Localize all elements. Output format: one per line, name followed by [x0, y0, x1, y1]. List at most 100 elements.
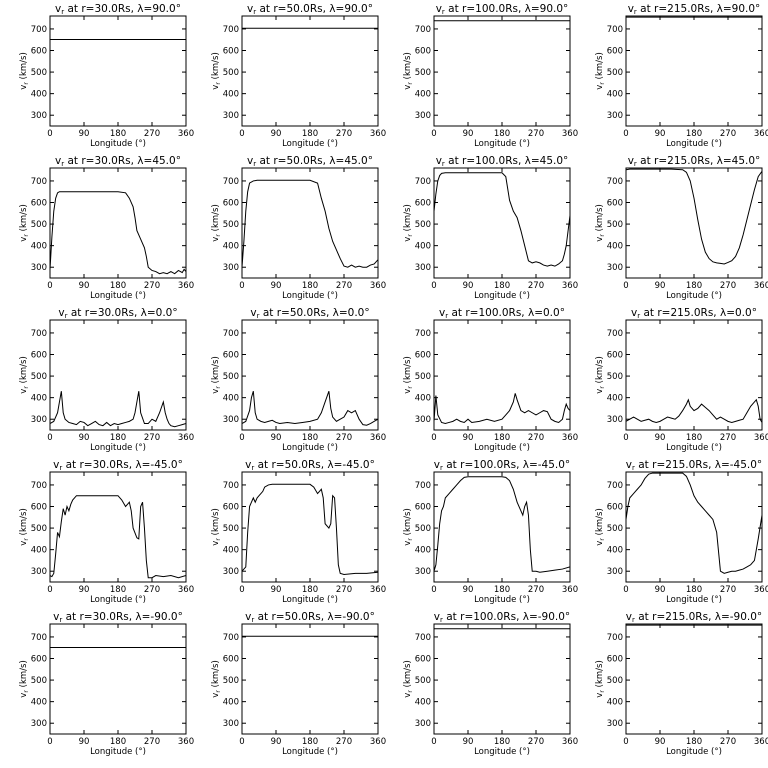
chart-panel-9: vr at r=50.0Rs, λ=0.0° 0 90 180 270 360 300 400…: [211, 307, 386, 453]
y-tick-label-18-2: 500: [415, 676, 431, 686]
x-tick-label-15-0: 0: [623, 585, 628, 595]
x-tick-label-14-4: 360: [562, 585, 578, 595]
series-line-7-0: [626, 168, 762, 265]
x-tick-label-13-1: 90: [271, 585, 282, 595]
x-axis-label-7: Longitude (°): [666, 291, 722, 301]
x-tick-label-14-3: 270: [528, 585, 544, 595]
x-tick-label-12-3: 270: [144, 585, 160, 595]
x-tick-label-10-2: 180: [494, 433, 510, 443]
y-axis-label-19: vr (km/s): [595, 660, 606, 698]
y-tick-label-17-4: 700: [223, 633, 239, 643]
chart-title-0: vr at r=30.0Rs, λ=90.0°: [55, 3, 181, 16]
x-tick-label-12-0: 0: [47, 585, 52, 595]
x-axis-label-14: Longitude (°): [474, 595, 530, 605]
x-tick-label-10-4: 360: [562, 433, 578, 443]
x-tick-label-7-3: 270: [720, 281, 736, 291]
x-tick-label-1-3: 270: [336, 129, 352, 139]
y-tick-label-19-2: 500: [607, 676, 623, 686]
y-tick-label-14-2: 500: [415, 524, 431, 534]
y-axis-label-7: vr (km/s): [595, 204, 606, 242]
x-tick-label-11-3: 270: [720, 433, 736, 443]
x-tick-label-9-4: 360: [370, 433, 386, 443]
x-tick-label-16-3: 270: [144, 737, 160, 747]
y-tick-label-6-2: 500: [415, 220, 431, 230]
y-tick-label-11-4: 700: [607, 329, 623, 339]
x-tick-label-5-0: 0: [239, 281, 244, 291]
x-axis-label-8: Longitude (°): [90, 443, 146, 453]
x-axis-label-12: Longitude (°): [90, 595, 146, 605]
y-axis-label-5: vr (km/s): [211, 204, 222, 242]
x-tick-label-19-3: 270: [720, 737, 736, 747]
y-tick-label-2-4: 700: [415, 25, 431, 35]
y-axis-label-2: vr (km/s): [403, 52, 414, 90]
y-tick-label-18-3: 600: [415, 655, 431, 665]
y-tick-label-7-2: 500: [607, 220, 623, 230]
y-tick-label-4-1: 400: [31, 242, 47, 252]
plot-frame-2: [433, 15, 571, 127]
y-tick-label-14-0: 300: [415, 567, 431, 577]
x-axis-label-3: Longitude (°): [666, 139, 722, 149]
x-tick-label-10-0: 0: [431, 433, 436, 443]
plot-frame-13: [241, 471, 379, 583]
chart-title-12: vr at r=30.0Rs, λ=-45.0°: [53, 459, 183, 472]
x-tick-label-0-3: 270: [144, 129, 160, 139]
x-tick-label-14-2: 180: [494, 585, 510, 595]
x-tick-label-12-1: 90: [79, 585, 90, 595]
y-tick-label-12-4: 700: [31, 481, 47, 491]
x-axis-label-10: Longitude (°): [474, 443, 530, 453]
plot-frame-1: [241, 15, 379, 127]
x-tick-label-12-2: 180: [110, 585, 126, 595]
y-tick-label-18-1: 400: [415, 698, 431, 708]
chart-title-17: vr at r=50.0Rs, λ=-90.0°: [245, 611, 375, 624]
x-tick-label-18-4: 360: [562, 737, 578, 747]
x-tick-label-6-1: 90: [463, 281, 474, 291]
plot-frame-7: [625, 167, 763, 279]
x-tick-label-3-0: 0: [623, 129, 628, 139]
y-axis-label-4: vr (km/s): [19, 204, 30, 242]
y-tick-label-4-0: 300: [31, 263, 47, 273]
y-tick-label-16-3: 600: [31, 655, 47, 665]
y-tick-label-12-3: 600: [31, 503, 47, 513]
plot-frame-4: [49, 167, 187, 279]
plot-frame-14: [433, 471, 571, 583]
chart-panel-13: vr at r=50.0Rs, λ=-45.0° 0 90 180 270 360 300 4…: [211, 459, 386, 605]
y-tick-label-8-1: 400: [31, 394, 47, 404]
y-tick-label-9-0: 300: [223, 415, 239, 425]
x-tick-label-14-1: 90: [463, 585, 474, 595]
y-tick-label-15-4: 700: [607, 481, 623, 491]
x-tick-label-8-4: 360: [178, 433, 194, 443]
chart-panel-6: vr at r=100.0Rs, λ=45.0° 0 90 180 270 360 300 4…: [403, 155, 578, 301]
y-tick-label-15-1: 400: [607, 546, 623, 556]
chart-title-11: vr at r=215.0Rs, λ=0.0°: [631, 307, 757, 320]
y-tick-label-3-3: 600: [607, 47, 623, 57]
x-tick-label-6-3: 270: [528, 281, 544, 291]
chart-panel-16: vr at r=30.0Rs, λ=-90.0° 0 90 180 270 360 300 4…: [19, 611, 194, 757]
x-tick-label-16-1: 90: [79, 737, 90, 747]
series-line-11-0: [626, 398, 762, 423]
x-tick-label-9-3: 270: [336, 433, 352, 443]
x-tick-label-11-4: 360: [754, 433, 768, 443]
y-tick-label-1-4: 700: [223, 25, 239, 35]
x-tick-label-13-3: 270: [336, 585, 352, 595]
chart-panel-19: vr at r=215.0Rs, λ=-90.0° 0 90 180 270 360 300…: [595, 611, 768, 757]
x-tick-label-2-4: 360: [562, 129, 578, 139]
chart-title-4: vr at r=30.0Rs, λ=45.0°: [55, 155, 181, 168]
x-tick-label-16-4: 360: [178, 737, 194, 747]
y-tick-label-3-0: 300: [607, 111, 623, 121]
y-tick-label-0-4: 700: [31, 25, 47, 35]
y-tick-label-4-2: 500: [31, 220, 47, 230]
y-tick-label-2-0: 300: [415, 111, 431, 121]
x-tick-label-9-0: 0: [239, 433, 244, 443]
chart-title-6: vr at r=100.0Rs, λ=45.0°: [436, 155, 569, 168]
y-axis-label-16: vr (km/s): [19, 660, 30, 698]
y-tick-label-0-1: 400: [31, 90, 47, 100]
x-tick-label-1-1: 90: [271, 129, 282, 139]
y-tick-label-4-3: 600: [31, 199, 47, 209]
y-tick-label-9-1: 400: [223, 394, 239, 404]
x-tick-label-0-2: 180: [110, 129, 126, 139]
x-tick-label-19-1: 90: [655, 737, 666, 747]
x-tick-label-2-2: 180: [494, 129, 510, 139]
y-tick-label-2-2: 500: [415, 68, 431, 78]
x-tick-label-18-3: 270: [528, 737, 544, 747]
